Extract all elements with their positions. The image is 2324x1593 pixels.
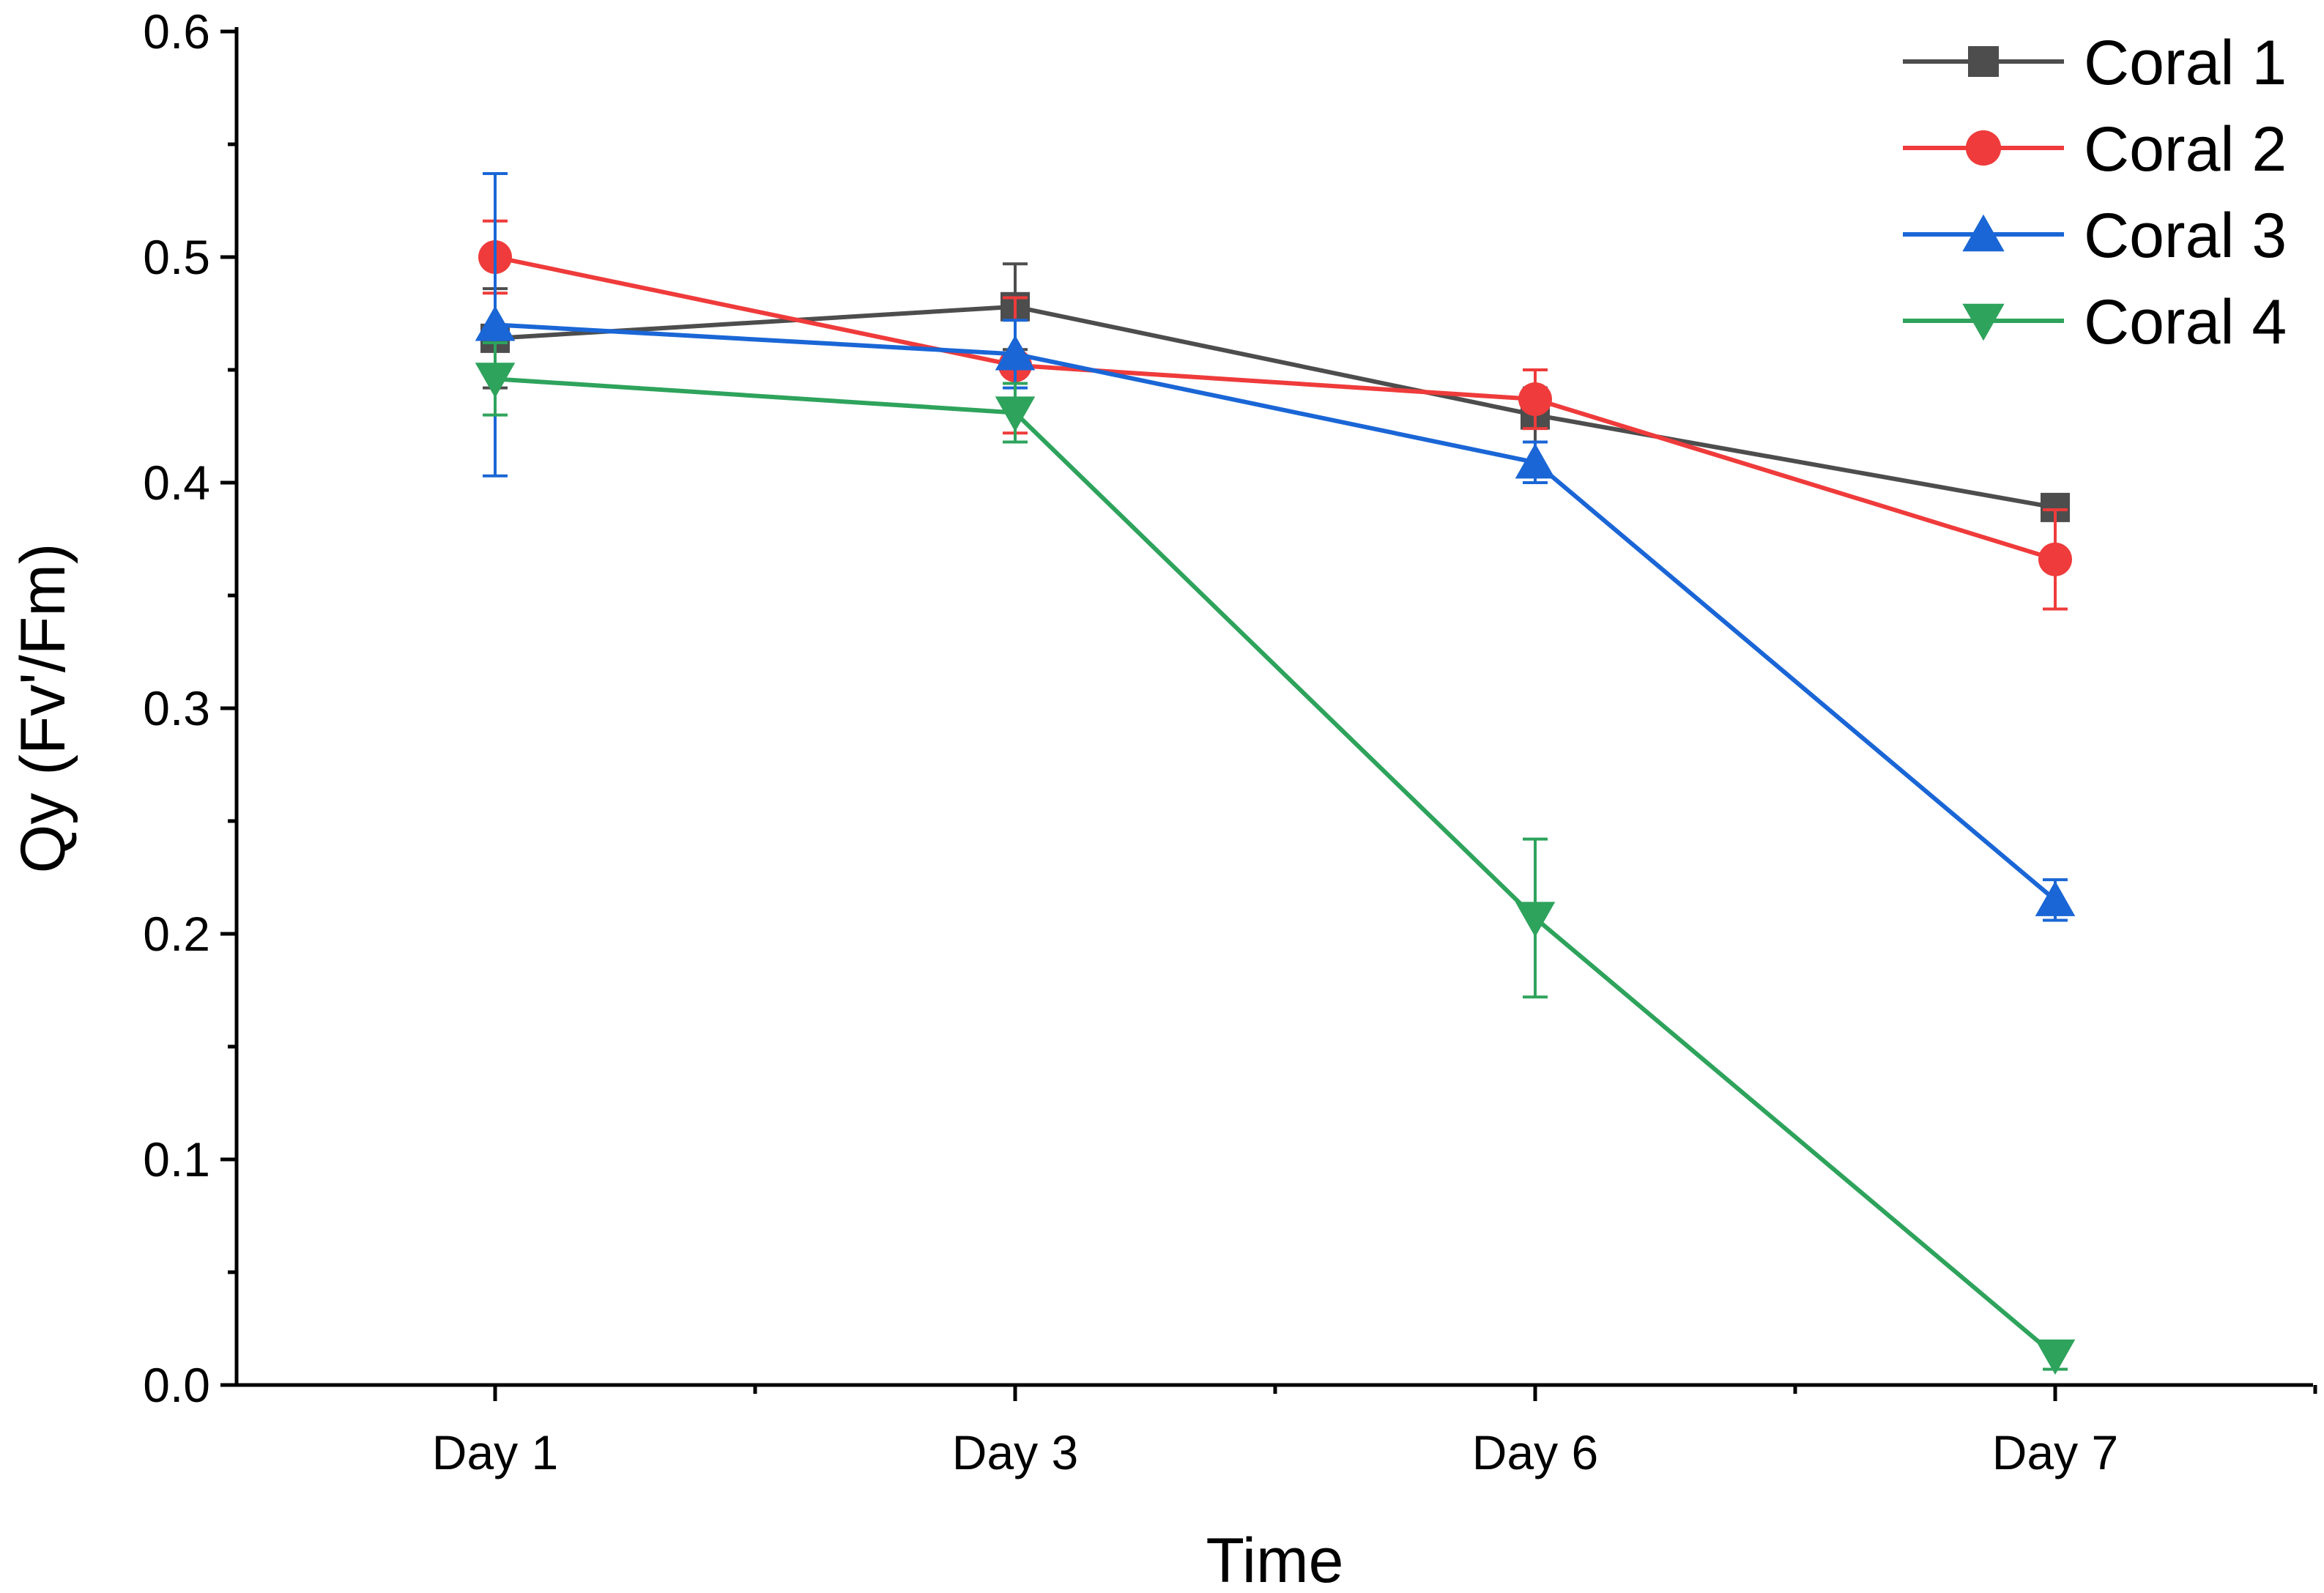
y-tick-label: 0.5	[143, 230, 210, 284]
legend-item: Coral 4	[1903, 287, 2287, 357]
legend-marker	[1962, 303, 2005, 341]
series-coral-4	[475, 341, 2076, 1375]
y-tick-label: 0.2	[143, 907, 210, 961]
data-point	[2035, 1339, 2076, 1375]
x-axis-ticks: Day 1 Day 3 Day 6 Day 7	[432, 1385, 2317, 1479]
series-line	[494, 304, 2056, 510]
legend-item: Coral 1	[1903, 28, 2287, 98]
data-point	[2035, 880, 2076, 916]
axes	[234, 27, 2313, 1387]
series-coral-2	[478, 219, 2072, 611]
series-layer	[475, 172, 2076, 1375]
legend: Coral 1 Coral 2 Coral 3 Coral 4	[1903, 28, 2287, 357]
legend-marker	[1965, 130, 2002, 166]
legend-label: Coral 3	[2084, 201, 2287, 271]
x-tick-label: Day 7	[1992, 1425, 2118, 1479]
y-tick-label: 0.3	[143, 681, 210, 735]
x-axis-title: Time	[1206, 1526, 1344, 1593]
legend-item: Coral 2	[1903, 114, 2287, 185]
y-axis-title: Qy (Fv'/Fm)	[8, 543, 78, 873]
y-tick-label: 0.0	[143, 1358, 210, 1412]
legend-label: Coral 2	[2084, 114, 2287, 185]
data-point	[475, 305, 516, 341]
y-axis-ticks: 0.0 0.1 0.2 0.3 0.4 0.5 0.6	[143, 4, 237, 1412]
legend-marker	[1962, 214, 2005, 252]
x-tick-label: Day 6	[1472, 1425, 1598, 1479]
series-coral-3	[475, 172, 2076, 922]
data-point	[995, 396, 1036, 432]
data-point	[1515, 443, 1556, 479]
x-tick-label: Day 3	[952, 1425, 1078, 1479]
data-point	[475, 363, 516, 398]
series-line	[494, 255, 2056, 562]
legend-item: Coral 3	[1903, 201, 2287, 271]
data-point	[1518, 382, 1552, 417]
y-tick-label: 0.1	[143, 1132, 210, 1187]
x-tick-label: Day 1	[432, 1425, 558, 1479]
data-point	[2038, 542, 2072, 576]
series-line	[494, 322, 2057, 902]
legend-marker	[1968, 46, 1999, 77]
series-line	[494, 376, 2057, 1358]
data-point	[1515, 902, 1556, 937]
legend-label: Coral 4	[2084, 287, 2287, 357]
legend-label: Coral 1	[2084, 28, 2287, 98]
y-tick-label: 0.4	[143, 456, 210, 510]
y-tick-label: 0.6	[143, 4, 210, 59]
data-point	[995, 335, 1036, 371]
